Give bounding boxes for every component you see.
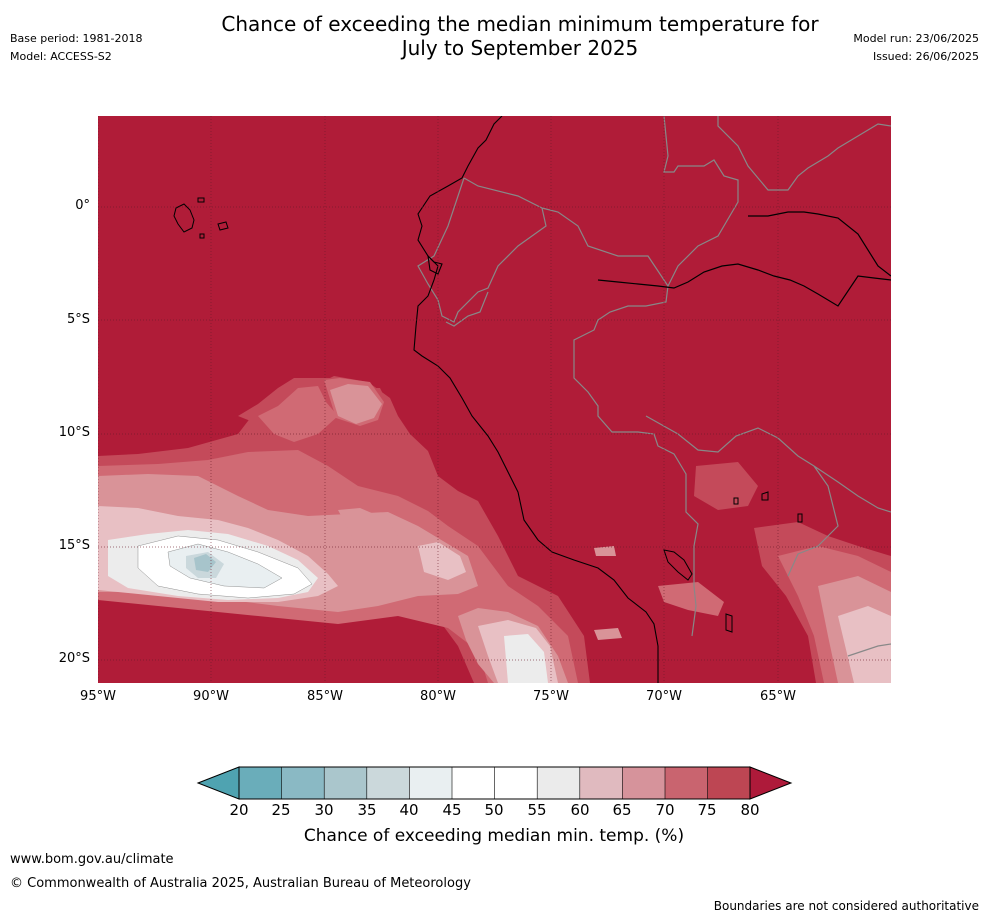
lat-label-20s: 20°S: [58, 651, 90, 666]
chart-title: Chance of exceeding the median minimum t…: [0, 12, 988, 60]
contour-65-right: [338, 508, 398, 546]
lat-label-15s: 15°S: [58, 538, 90, 553]
colorbar-label-70: 70: [655, 801, 675, 819]
country-border-ecuador-peru: [445, 291, 489, 327]
coastline-lakes-bolivia: [725, 491, 803, 633]
lon-label-65w: 65°W: [760, 689, 796, 704]
colorbar-seg-40-45: [409, 767, 452, 799]
colorbar: [196, 766, 793, 800]
coastline-gulf-guayaquil: [427, 254, 443, 275]
contour-line-45: [167, 543, 283, 589]
contour-65-upper: [330, 384, 382, 424]
lon-label-85w: 85°W: [307, 689, 343, 704]
colorbar-title: Chance of exceeding median min. temp. (%…: [303, 826, 685, 846]
title-line-2: July to September 2025: [401, 36, 639, 60]
contour-75-bolivia: [694, 462, 758, 510]
colorbar-label-75: 75: [697, 801, 717, 819]
colorbar-seg-45-50: [452, 767, 495, 799]
colorbar-label-30: 30: [314, 801, 334, 819]
lon-label-80w: 80°W: [420, 689, 456, 704]
contour-60-center: [418, 542, 466, 580]
lat-label-0: 0°: [75, 198, 90, 213]
lat-label-10s: 10°S: [58, 425, 90, 440]
title-line-1: Chance of exceeding the median minimum t…: [221, 12, 819, 36]
colorbar-seg-65-70: [622, 767, 665, 799]
model-run: Model run: 23/06/2025: [853, 32, 979, 45]
colorbar-seg-50-55: [494, 767, 538, 799]
colorbar-label-55: 55: [527, 801, 547, 819]
forecast-map: [98, 116, 891, 683]
colorbar-label-25: 25: [271, 801, 291, 819]
contour-65-small2: [594, 546, 616, 556]
contour-70-n: [258, 386, 338, 442]
lon-label-95w: 95°W: [80, 689, 116, 704]
country-borders: [417, 116, 891, 657]
colorbar-seg-30-35: [324, 767, 367, 799]
coastline-amazon: [597, 211, 891, 307]
colorbar-seg-25-30: [281, 767, 325, 799]
colorbar-seg-70-75: [665, 767, 708, 799]
colorbar-seg-55-60: [537, 767, 580, 799]
website-link[interactable]: www.bom.gov.au/climate: [10, 852, 174, 867]
contour-60-brazil: [838, 606, 891, 683]
contour-55-coast: [504, 634, 548, 683]
colorbar-label-20: 20: [229, 801, 249, 819]
colorbar-seg-20-25: [239, 767, 282, 799]
colorbar-seg-60-65: [579, 767, 623, 799]
contour-35-pacific: [194, 554, 216, 572]
issued-date: Issued: 26/06/2025: [872, 50, 979, 63]
colorbar-label-35: 35: [357, 801, 377, 819]
contour-70-chile: [658, 582, 724, 616]
colorbar-seg-75-80: [707, 767, 750, 799]
lon-label-75w: 75°W: [533, 689, 569, 704]
colorbar-seg-35-40: [366, 767, 410, 799]
contour-65-small: [594, 628, 622, 640]
colorbar-label-40: 40: [399, 801, 419, 819]
coastline-lake-titicaca: [663, 549, 693, 581]
coastline-galapagos: [173, 197, 229, 239]
coastline-south-america: [413, 116, 659, 683]
colorbar-label-65: 65: [612, 801, 632, 819]
model-name: Model: ACCESS-S2: [10, 50, 112, 63]
colorbar-label-60: 60: [570, 801, 590, 819]
graticule: [98, 116, 891, 683]
boundaries-disclaimer: Boundaries are not considered authoritat…: [713, 899, 979, 913]
colorbar-label-80: 80: [740, 801, 760, 819]
meta-right: Model run: 23/06/2025 Issued: 26/06/2025: [853, 30, 979, 66]
lat-label-5s: 5°S: [66, 312, 90, 327]
meta-left: Base period: 1981-2018 Model: ACCESS-S2: [10, 30, 142, 66]
colorbar-label-50: 50: [484, 801, 504, 819]
base-period: Base period: 1981-2018: [10, 32, 143, 45]
colorbar-above-arrow: [749, 766, 793, 800]
lon-label-70w: 70°W: [646, 689, 682, 704]
colorbar-label-45: 45: [442, 801, 462, 819]
lon-label-90w: 90°W: [193, 689, 229, 704]
colorbar-below-arrow: [196, 766, 240, 800]
copyright-text: © Commonwealth of Australia 2025, Austra…: [10, 876, 471, 891]
